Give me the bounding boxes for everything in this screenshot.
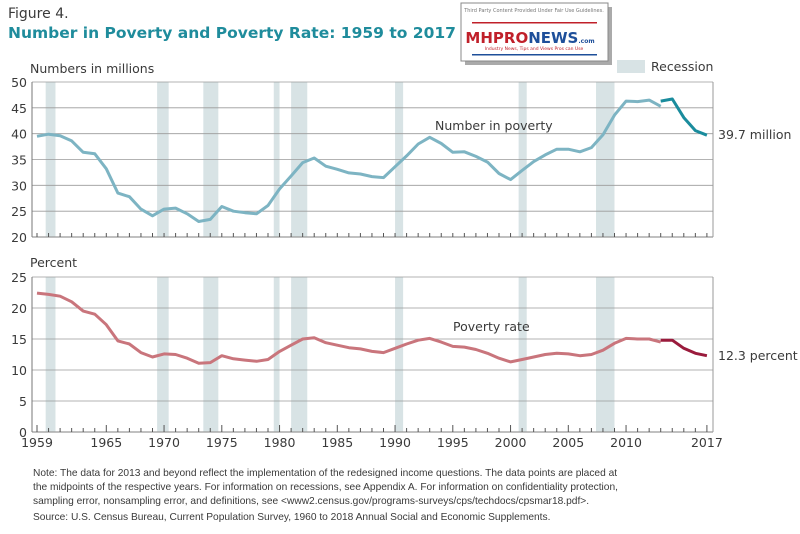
logo-brand: MHPRONEWS.com: [465, 29, 594, 47]
x-tick-label: 1995: [437, 435, 469, 450]
y-tick-label: 5: [19, 394, 27, 409]
y-tick-label: 15: [11, 332, 27, 347]
rate-plot: 0 5 10 15 20 25 1959 1965 1970 1975 1980 1985 1990 19…: [11, 270, 723, 450]
poverty-rate-chart: 0 5 10 15 20 25 1959 1965 1970 1975 1980 1985 1990 19…: [11, 255, 798, 450]
recession-band: [45, 277, 56, 432]
notes: Note: The data for 2013 and beyond refle…: [33, 468, 618, 523]
number-in-poverty-chart: 20 25 30 35 40 45 50 Numbers in millions Numbe…: [11, 61, 791, 245]
y-tick-label: 45: [11, 101, 27, 116]
x-tick-label: 2010: [610, 435, 642, 450]
x-tick-label: 1975: [206, 435, 238, 450]
recession-band: [291, 277, 308, 432]
y-tick-label: 20: [11, 230, 27, 245]
chart-title: Number in Poverty and Poverty Rate: 1959…: [8, 24, 456, 42]
number-series: [36, 98, 662, 223]
x-tick-label: 1985: [321, 435, 353, 450]
recession-band: [203, 277, 219, 432]
y-tick-label: 20: [11, 301, 27, 316]
top-y-axis-label: Numbers in millions: [30, 61, 154, 76]
legend-recession-label: Recession: [651, 59, 713, 74]
x-tick-label: 2005: [552, 435, 584, 450]
number-series-label: Number in poverty: [435, 118, 553, 133]
recession-band: [518, 277, 527, 432]
recession-band: [596, 277, 615, 432]
number-series-redesigned: [660, 97, 708, 137]
note-line-1: Note: The data for 2013 and beyond refle…: [33, 468, 617, 479]
legend: Recession: [617, 59, 713, 74]
x-tick-label: 1980: [264, 435, 296, 450]
x-tick-label: 1965: [90, 435, 122, 450]
y-tick-label: 30: [11, 178, 27, 193]
bottom-y-axis-label: Percent: [30, 255, 77, 270]
rate-series-label: Poverty rate: [453, 319, 530, 334]
source-note: Source: U.S. Census Bureau, Current Popu…: [33, 512, 550, 523]
number-plot: 20 25 30 35 40 45 50: [11, 75, 714, 245]
note-line-3: sampling error, nonsampling error, and d…: [33, 496, 589, 507]
y-tick-label: 10: [11, 363, 27, 378]
logo-caption: Third Party Content Provided Under Fair …: [463, 8, 604, 14]
legend-recession-swatch: [617, 60, 645, 73]
figure-label: Figure 4.: [8, 6, 69, 22]
x-tick-label: 1970: [148, 435, 180, 450]
note-line-2: the midpoints of the respective years. F…: [33, 482, 618, 493]
rate-series: [36, 291, 662, 365]
y-tick-label: 35: [11, 153, 27, 168]
logo-tagline: Industry News, Tips and Views Pros can U…: [485, 46, 584, 52]
x-tick-label: 1990: [379, 435, 411, 450]
watermark-logo: Third Party Content Provided Under Fair …: [460, 2, 612, 65]
x-tick-label: 2017: [691, 435, 723, 450]
x-tick-label: 1959: [21, 435, 53, 450]
rate-series-redesigned: [660, 338, 708, 358]
number-end-label: 39.7 million: [718, 127, 791, 142]
recession-band: [395, 277, 404, 432]
y-tick-label: 25: [11, 204, 27, 219]
y-tick-label: 25: [11, 270, 27, 285]
rate-end-label: 12.3 percent: [718, 348, 798, 363]
x-tick-label: 2000: [495, 435, 527, 450]
y-tick-label: 50: [11, 75, 27, 90]
y-tick-label: 0: [19, 425, 27, 440]
y-tick-label: 40: [11, 127, 27, 142]
